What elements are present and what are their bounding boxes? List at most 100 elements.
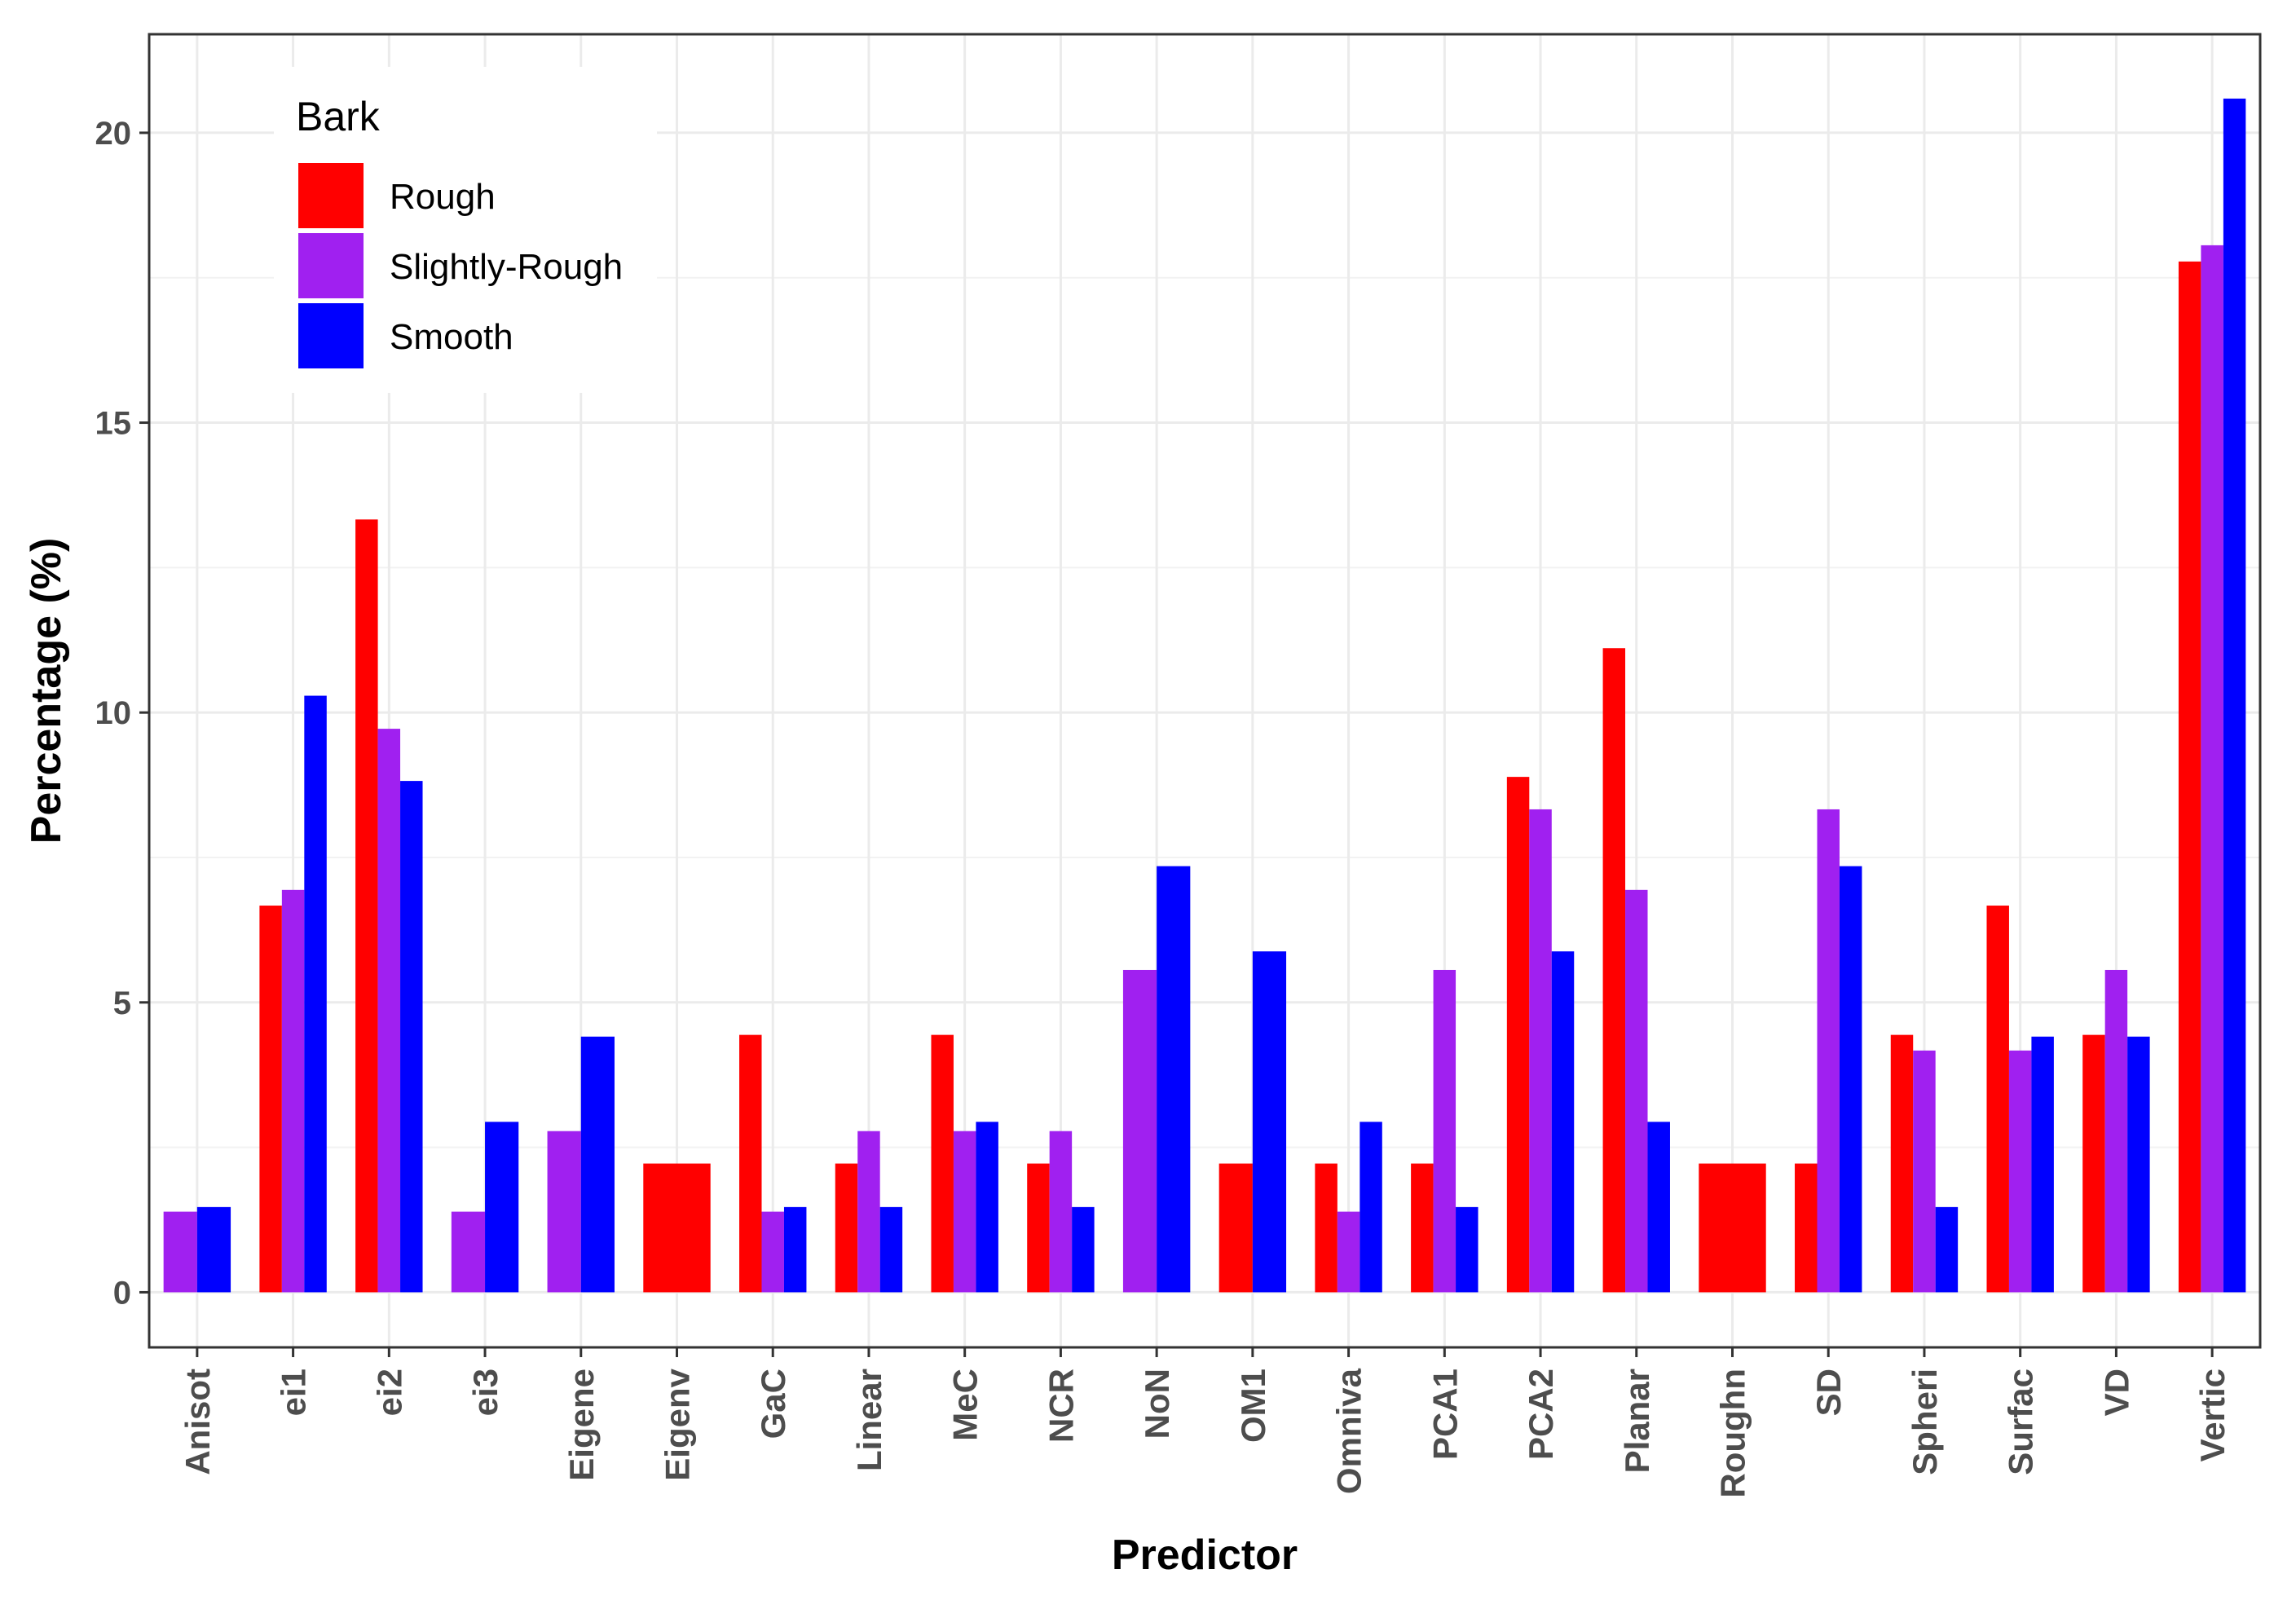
bar-rough-vertic xyxy=(2178,261,2201,1293)
bar-rough-pca2 xyxy=(1506,777,1530,1293)
bar-rough-ei1 xyxy=(259,906,282,1293)
bar-smooth-omniva xyxy=(1360,1122,1382,1293)
x-tick-label: Linear xyxy=(850,1369,888,1471)
bar-smooth-ncr xyxy=(1072,1206,1095,1293)
bar-slightly-rough-linear xyxy=(857,1131,880,1293)
x-tick-label: PCA2 xyxy=(1522,1369,1560,1460)
bar-slightly-rough-omniva xyxy=(1337,1211,1360,1293)
x-tick-label: OM1 xyxy=(1234,1369,1272,1443)
x-tick-label: SD xyxy=(1809,1369,1848,1416)
bar-rough-sd xyxy=(1795,1163,1818,1293)
y-axis-title: Percentage (%) xyxy=(23,538,70,844)
x-tick-label: Spheri xyxy=(1906,1369,1944,1475)
x-tick-label: NCR xyxy=(1042,1369,1080,1443)
bar-slightly-rough-anisot xyxy=(163,1211,197,1293)
y-tick-label: 15 xyxy=(95,406,132,442)
bar-slightly-rough-surfac xyxy=(2008,1050,2032,1293)
y-tick-label: 10 xyxy=(95,695,132,731)
x-tick-label: NoN xyxy=(1138,1369,1176,1439)
bar-smooth-non xyxy=(1157,866,1191,1293)
bar-rough-ncr xyxy=(1027,1163,1050,1293)
x-tick-label: PCA1 xyxy=(1426,1369,1464,1460)
bar-smooth-planar xyxy=(1647,1122,1670,1293)
bar-smooth-anisot xyxy=(196,1206,231,1293)
bar-slightly-rough-ei2 xyxy=(377,729,401,1293)
bar-slightly-rough-sd xyxy=(1817,809,1840,1293)
bar-smooth-om1 xyxy=(1252,951,1287,1293)
x-tick-label: Eigene xyxy=(562,1369,601,1481)
y-tick-label: 0 xyxy=(113,1275,131,1311)
x-tick-label: ei2 xyxy=(370,1369,408,1416)
x-tick-label: Roughn xyxy=(1714,1369,1752,1498)
y-tick-label: 20 xyxy=(95,116,132,152)
bar-smooth-pca1 xyxy=(1456,1206,1479,1293)
bar-slightly-rough-planar xyxy=(1625,889,1648,1293)
bar-smooth-linear xyxy=(879,1206,903,1293)
legend-key-rough xyxy=(298,163,364,228)
bar-rough-vd xyxy=(2082,1034,2105,1293)
bar-rough-omniva xyxy=(1315,1163,1337,1293)
bar-rough-gac xyxy=(739,1034,762,1293)
x-axis-title: Predictor xyxy=(1112,1532,1298,1579)
bar-smooth-sd xyxy=(1839,866,1862,1293)
bar-slightly-rough-ei1 xyxy=(281,889,305,1293)
bar-slightly-rough-mec xyxy=(953,1131,976,1293)
bar-rough-mec xyxy=(931,1034,954,1293)
legend-key-smooth xyxy=(298,303,364,368)
bar-slightly-rough-pca1 xyxy=(1433,969,1456,1293)
legend-label-slightly-rough: Slightly-Rough xyxy=(390,247,623,287)
legend-key-slightly-rough xyxy=(298,233,364,298)
bar-slightly-rough-ncr xyxy=(1049,1131,1073,1293)
x-tick-label: ei3 xyxy=(466,1369,505,1416)
bar-slightly-rough-eigene xyxy=(547,1131,581,1293)
x-tick-label: Anisot xyxy=(178,1369,217,1475)
x-tick-label: Planar xyxy=(1618,1369,1656,1473)
bar-slightly-rough-spheri xyxy=(1913,1050,1936,1293)
bar-smooth-vertic xyxy=(2223,98,2246,1293)
bar-smooth-ei1 xyxy=(304,695,327,1293)
bar-slightly-rough-pca2 xyxy=(1529,809,1552,1293)
bar-slightly-rough-gac xyxy=(761,1211,784,1293)
bar-rough-ei2 xyxy=(355,519,378,1293)
x-tick-label: GaC xyxy=(754,1369,792,1439)
bar-smooth-pca2 xyxy=(1551,951,1575,1293)
x-tick-label: Eigenv xyxy=(659,1368,697,1480)
bar-smooth-spheri xyxy=(1935,1206,1959,1293)
bar-rough-spheri xyxy=(1890,1034,1914,1293)
bar-slightly-rough-non xyxy=(1122,969,1157,1293)
bars xyxy=(163,98,2246,1293)
bar-smooth-surfac xyxy=(2031,1036,2054,1293)
legend: Bark Rough Slightly-Rough Smooth xyxy=(274,67,657,393)
bar-rough-om1 xyxy=(1219,1163,1253,1293)
bar-rough-pca1 xyxy=(1411,1163,1434,1293)
bar-smooth-gac xyxy=(783,1206,807,1293)
plot-border xyxy=(148,33,2262,1349)
legend-label-smooth: Smooth xyxy=(390,317,513,357)
bar-smooth-ei2 xyxy=(400,781,423,1293)
bar-smooth-mec xyxy=(976,1122,998,1293)
bar-rough-planar xyxy=(1602,648,1626,1293)
y-axis: 0 5 10 15 20 xyxy=(95,116,149,1311)
bar-slightly-rough-vertic xyxy=(2201,245,2223,1293)
bar-smooth-ei3 xyxy=(485,1122,519,1293)
bar-rough-roughn xyxy=(1699,1163,1766,1293)
x-tick-label: Omniva xyxy=(1330,1368,1368,1494)
x-axis: Anisot ei1 ei2 ei3 Eigene Eigenv GaC Linear MeC N… xyxy=(178,1347,2232,1498)
legend-title: Bark xyxy=(296,94,381,139)
x-tick-label: Surfac xyxy=(2002,1369,2040,1475)
bar-slightly-rough-vd xyxy=(2104,969,2128,1293)
legend-label-rough: Rough xyxy=(390,177,496,217)
x-tick-label: Vertic xyxy=(2193,1369,2232,1461)
bar-rough-linear xyxy=(835,1163,858,1293)
y-tick-label: 5 xyxy=(113,985,131,1021)
x-tick-label: ei1 xyxy=(275,1369,313,1416)
bar-smooth-vd xyxy=(2127,1036,2150,1293)
bar-smooth-eigene xyxy=(580,1036,615,1293)
bar-rough-surfac xyxy=(1986,906,2009,1293)
x-tick-label: VD xyxy=(2097,1369,2135,1416)
x-tick-label: MeC xyxy=(946,1369,985,1441)
bar-slightly-rough-ei3 xyxy=(451,1211,486,1293)
bar-rough-eigenv xyxy=(643,1163,711,1293)
